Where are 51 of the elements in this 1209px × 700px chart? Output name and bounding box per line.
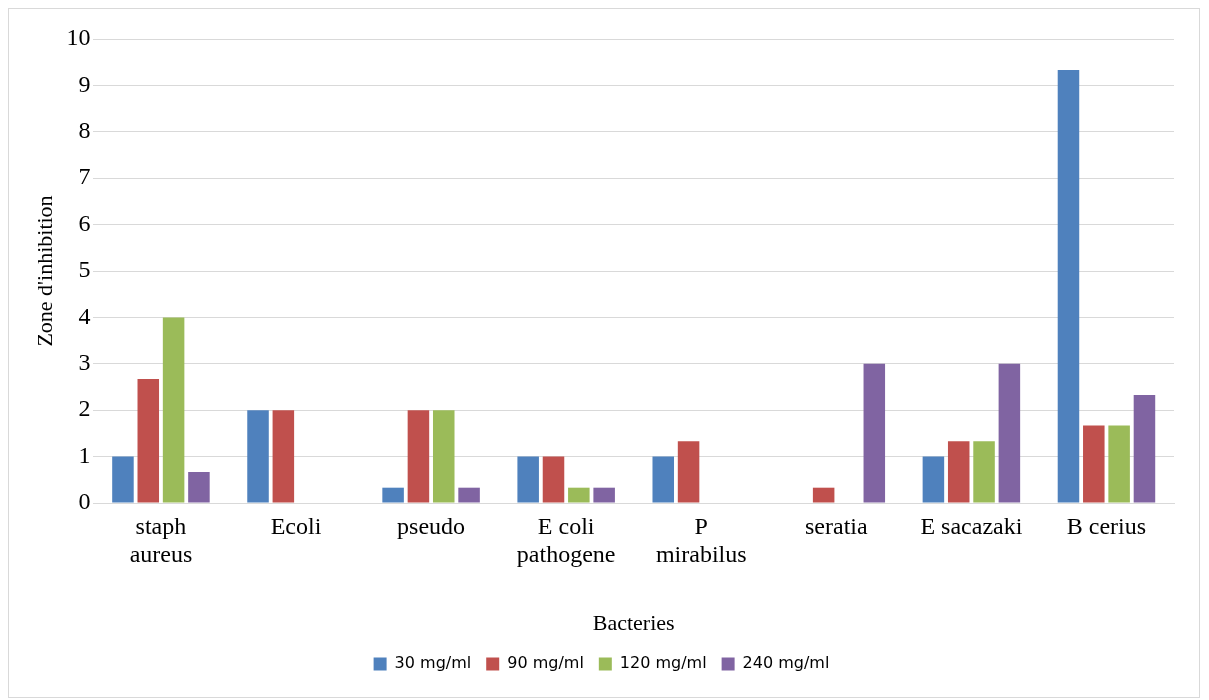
x-tick-label: B cerius — [1066, 512, 1147, 539]
bar — [247, 410, 269, 503]
bar — [1108, 425, 1130, 503]
bar — [1083, 425, 1105, 503]
bar — [1057, 70, 1080, 503]
legend-label: 90 mg/ml — [507, 653, 584, 673]
bar — [593, 487, 615, 503]
legend-label: 30 mg/ml — [394, 653, 472, 673]
bar — [568, 487, 590, 503]
y-tick-label: 2 — [78, 395, 91, 422]
x-tick-label: pseudo — [397, 512, 466, 539]
bar — [272, 410, 295, 503]
bar — [677, 441, 700, 503]
y-axis-title: Zone d'inhibition — [31, 195, 57, 347]
y-tick-label: 8 — [78, 117, 91, 144]
y-tick-label: 7 — [78, 163, 91, 190]
x-tick-label: E coli pathogene — [516, 512, 616, 568]
bar — [432, 410, 455, 503]
bar — [517, 456, 539, 503]
y-tick-label: 0 — [78, 488, 91, 515]
x-tick-label: seratia — [805, 512, 868, 539]
x-tick-label: Ecoli — [270, 512, 322, 539]
bar — [973, 441, 995, 503]
x-tick-label: E sacazaki — [920, 512, 1023, 539]
x-axis-title: Bacteries — [592, 609, 675, 635]
bar — [407, 410, 430, 503]
y-tick-label: 10 — [66, 24, 91, 51]
y-tick-label: 1 — [78, 441, 91, 468]
bar — [188, 471, 210, 503]
bar — [1133, 394, 1156, 503]
bar — [382, 487, 404, 503]
y-tick-label: 5 — [78, 256, 91, 283]
bar — [162, 317, 185, 503]
legend-label: 240 mg/ml — [742, 653, 830, 673]
bar — [652, 456, 675, 503]
bar — [947, 441, 970, 503]
bar — [112, 456, 134, 503]
bar — [812, 487, 835, 503]
y-tick-label: 4 — [78, 302, 91, 329]
bar — [542, 456, 565, 503]
y-tick-label: 3 — [78, 349, 91, 376]
y-tick-label: 6 — [78, 209, 91, 236]
legend-label: 120 mg/ml — [619, 653, 707, 673]
bar — [922, 456, 945, 503]
bar — [458, 487, 480, 503]
x-tick-label: staph aureus — [129, 512, 193, 568]
bar — [998, 363, 1021, 503]
x-tick-label: P mirabilus — [655, 512, 747, 568]
y-tick-label: 9 — [78, 70, 91, 97]
bar — [137, 379, 160, 503]
bar — [863, 363, 886, 503]
